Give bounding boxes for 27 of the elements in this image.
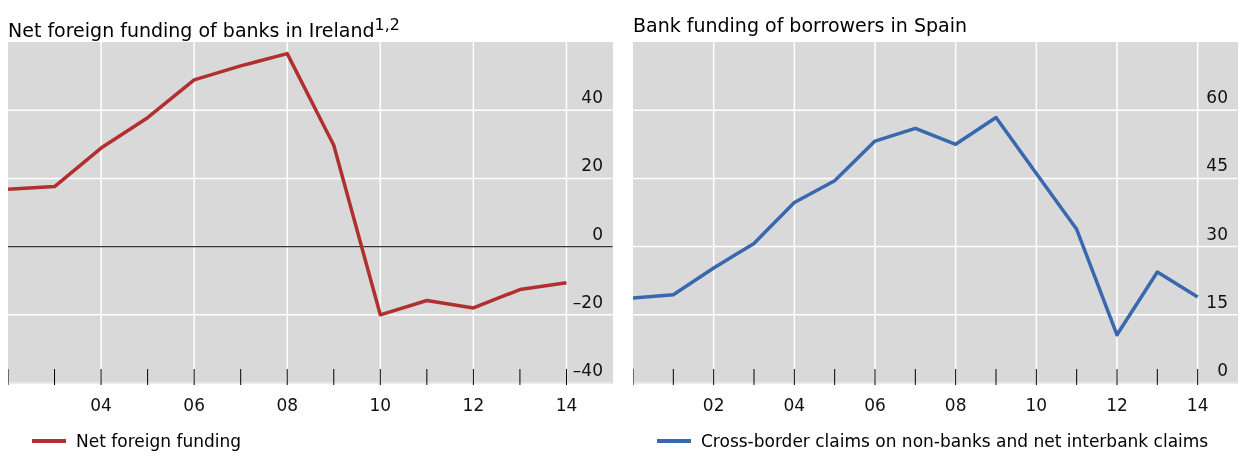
- x-tick-label: 14: [555, 395, 578, 415]
- y-tick-label: 0: [1217, 360, 1228, 380]
- x-tick-label: 04: [90, 395, 112, 415]
- y-tick-label: –40: [572, 360, 603, 380]
- x-tick-label: 14: [1186, 395, 1209, 415]
- x-tick-label: 08: [276, 395, 299, 415]
- chart-title: Net foreign funding of banks in Ireland$^{1,2}$: [8, 14, 401, 42]
- x-tick-label: 06: [864, 395, 886, 415]
- y-tick-label: 45: [1206, 155, 1228, 176]
- y-tick-label: –20: [572, 291, 603, 312]
- x-tick-label: 12: [1106, 395, 1128, 415]
- y-tick-label: 30: [1206, 223, 1228, 244]
- y-tick-label: 0: [592, 223, 603, 244]
- x-tick-label: 10: [369, 395, 392, 415]
- y-tick-label: 60: [1206, 87, 1228, 108]
- chart-title: Bank funding of borrowers in Spain: [633, 13, 968, 38]
- x-tick-label: 02: [702, 395, 725, 415]
- x-tick-label: 06: [183, 395, 205, 415]
- x-tick-label: 04: [783, 395, 806, 415]
- x-tick-label: 12: [462, 395, 485, 415]
- y-tick-label: 20: [581, 155, 603, 176]
- legend-label: Cross-border claims on non-banks and net interbank claims: [701, 431, 1209, 451]
- y-tick-label: 40: [581, 87, 603, 108]
- legend-label: Net foreign funding: [76, 431, 242, 451]
- x-tick-label: 08: [944, 395, 967, 415]
- x-tick-label: 10: [1025, 395, 1048, 415]
- y-tick-label: 15: [1206, 291, 1228, 312]
